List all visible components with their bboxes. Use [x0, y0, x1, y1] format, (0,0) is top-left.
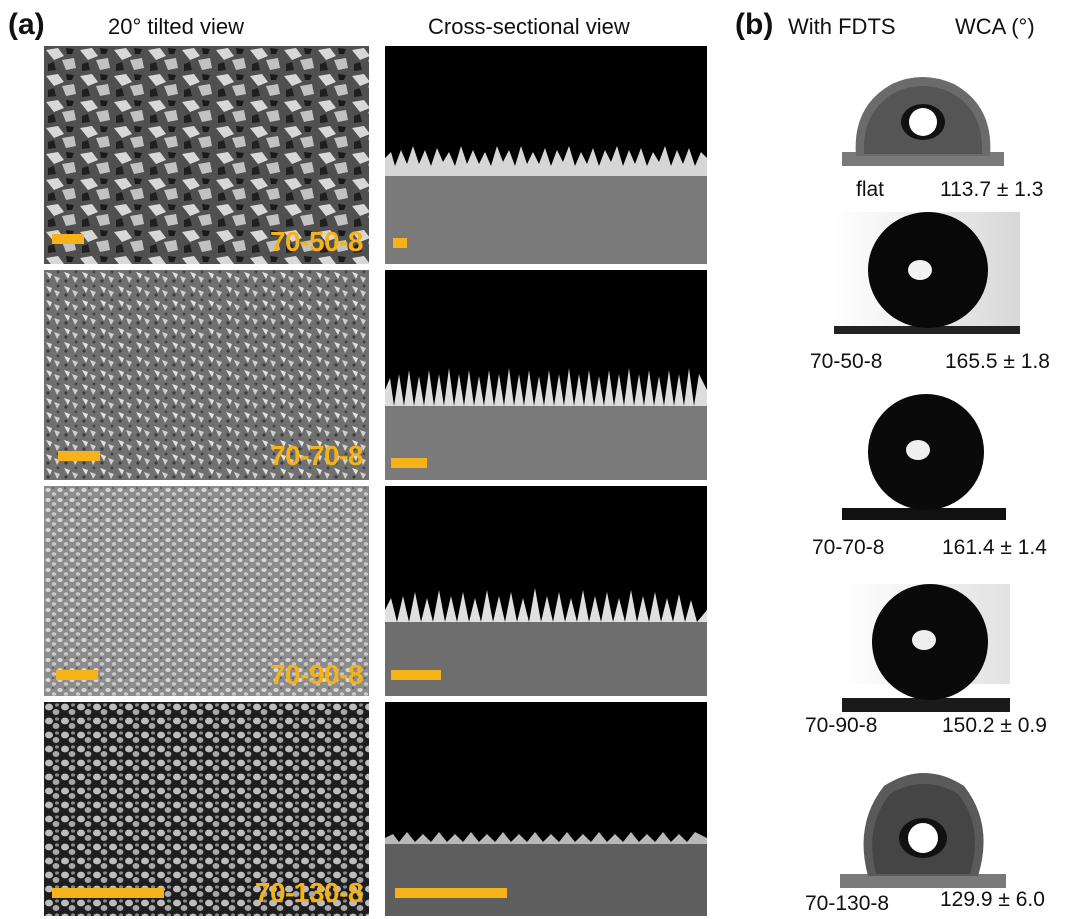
scale-bar: [391, 458, 427, 468]
sample-label: 70-130-8: [254, 877, 364, 908]
sem-cross-texture: [385, 832, 707, 916]
sem-cross-texture: [385, 146, 707, 264]
scale-bar: [52, 888, 164, 898]
drop-caption-sample: 70-130-8: [805, 892, 890, 915]
sem-tilted-70-130-8: 70-130-8: [44, 702, 369, 916]
sem-tilted-texture: [44, 486, 369, 696]
sem-cross-70-70-8: [385, 270, 707, 480]
sem-tilted-70-70-8: 70-70-8: [44, 270, 369, 480]
water-droplet: [842, 394, 1006, 520]
drop-caption-wca: 113.7 ± 1.3: [940, 178, 1044, 201]
drop-caption-wca: 161.4 ± 1.4: [942, 536, 1047, 559]
drop-image-flat: [842, 66, 1004, 166]
drop-caption-wca: 165.5 ± 1.8: [945, 350, 1050, 373]
panel-a-letter: (a): [8, 8, 45, 41]
water-droplet: [840, 764, 1006, 888]
sem-tilted-texture: [44, 270, 369, 480]
sem-tilted-texture: [44, 702, 369, 916]
cross-section-heading: Cross-sectional view: [428, 14, 630, 39]
water-droplet: [842, 584, 1010, 712]
drop-image-70-50-8: [834, 212, 1020, 334]
drop-image-70-90-8: [842, 584, 1010, 712]
drop-caption-sample: 70-50-8: [810, 350, 883, 373]
sem-tilted-texture: [44, 46, 369, 264]
with-fdts-heading: With FDTS: [788, 14, 896, 39]
sem-tilted-70-90-8: 70-90-8: [44, 486, 369, 696]
scale-bar: [391, 670, 441, 680]
scale-bar: [58, 451, 100, 461]
scale-bar: [52, 234, 84, 244]
drop-caption-wca: 129.9 ± 6.0: [940, 888, 1045, 911]
sample-label: 70-70-8: [269, 440, 364, 471]
sem-tilted-70-50-8: 70-50-8: [44, 46, 369, 264]
drop-image-70-70-8: [842, 394, 1006, 520]
drop-caption-sample: 70-90-8: [805, 714, 878, 737]
panel-b-letter: (b): [735, 8, 774, 41]
drop-image-70-130-8: [840, 764, 1006, 888]
tilted-view-heading: 20° tilted view: [108, 14, 244, 39]
sem-cross-70-130-8: [385, 702, 707, 916]
sample-label: 70-50-8: [269, 226, 364, 257]
scale-bar: [395, 888, 507, 898]
sem-cross-texture: [385, 368, 707, 480]
water-droplet: [834, 212, 1020, 334]
scale-bar: [56, 670, 98, 680]
drop-caption-sample: 70-70-8: [812, 536, 885, 559]
sem-cross-70-90-8: [385, 486, 707, 696]
sample-label: 70-90-8: [269, 659, 364, 690]
drop-caption-wca: 150.2 ± 0.9: [942, 714, 1047, 737]
wca-heading: WCA (°): [955, 14, 1035, 39]
scale-bar: [393, 238, 407, 248]
sem-cross-70-50-8: [385, 46, 707, 264]
sem-cross-texture: [385, 588, 707, 696]
drop-caption-sample: flat: [856, 178, 885, 201]
water-droplet: [842, 66, 1004, 166]
